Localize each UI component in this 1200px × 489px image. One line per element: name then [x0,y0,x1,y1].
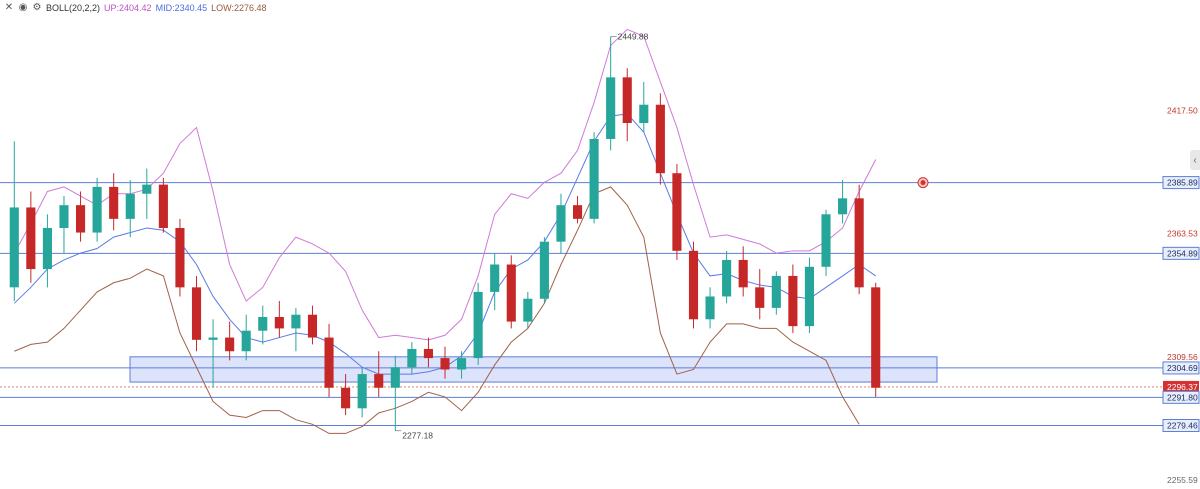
candle-body [572,205,583,219]
candle-body [771,275,781,308]
candle-body [125,193,135,219]
candle-body [324,337,334,388]
price-tag-box [1162,246,1200,260]
candle-body [92,186,102,233]
boll-mid-value: MID:2340.45 [155,3,208,13]
candle-body [440,358,450,370]
candle-body [374,374,384,388]
current-price-label: 2296.37 [1167,382,1198,392]
candle-body [688,250,699,320]
candle-body [158,184,168,228]
price-axis-label: 2309.56 [1167,352,1198,362]
chevron-left-icon[interactable]: ‹ [1190,150,1200,170]
candle-body [307,314,318,338]
candle-body [9,207,19,288]
price-tag-label: 2304.69 [1167,363,1198,373]
close-icon[interactable]: ✕ [4,2,14,13]
candle-body [871,287,881,388]
price-tag-label: 2291.80 [1167,392,1198,402]
price-tag-box [1162,176,1200,190]
price-axis-label: 2363.53 [1167,229,1198,239]
candle-body [390,367,400,388]
candle-body [655,104,665,174]
candle-body [291,314,301,329]
price-axis-label: 2417.50 [1167,105,1198,115]
candle-body [274,317,284,329]
candle-body [407,348,417,368]
candle-body [788,275,798,327]
candle-body [606,77,616,139]
candle-body [191,287,202,340]
candle-body [672,173,682,251]
candle-body [539,241,549,299]
current-price-box [1163,380,1199,393]
candle-body [208,337,218,340]
candle-body [556,205,566,242]
support-zone [129,356,938,383]
price-tag-label: 2279.46 [1167,421,1198,431]
gear-icon[interactable]: ⚙ [32,2,42,13]
candle-body [42,227,52,270]
indicator-name: BOLL(20,2,2) [46,3,101,13]
candle-body [59,205,69,228]
candle-body [705,296,715,320]
high-price-label: 2449.88 [618,32,649,42]
candle-body [26,207,36,270]
boll-low-value: LOW:2276.48 [211,3,267,13]
candle-body [241,330,251,352]
candle-body [838,198,848,215]
candle-body [738,259,748,288]
eye-icon[interactable]: ◉ [18,2,28,13]
candle-body [258,317,268,331]
candle-body [523,298,533,322]
candle-body [755,287,765,308]
low-price-label: 2277.18 [402,431,433,441]
candle-body [506,264,516,322]
candle-body [804,266,815,327]
price-tag-label: 2385.89 [1167,178,1198,188]
indicator-legend: ✕ ◉ ⚙ BOLL(20,2,2) UP:2404.42 MID:2340.4… [4,1,267,15]
price-tag-box [1162,361,1200,375]
price-tag-label: 2354.89 [1167,248,1198,258]
candle-body [225,337,235,352]
bollinger-up-line [13,28,877,341]
candle-body [142,184,152,194]
candle-body [622,77,632,123]
candle-body [175,227,185,288]
candle-body [722,259,732,297]
candle-body [854,198,864,288]
candle-body [639,104,649,123]
candle-body [821,214,831,267]
alert-marker-dot [920,180,926,186]
candle-body [457,358,467,370]
candle-body [490,264,500,292]
bollinger-low-line [14,186,860,434]
candle-body [341,387,351,409]
candle-body [357,374,367,409]
candle-body [589,138,599,219]
candle-body [109,186,119,219]
boll-up-value: UP:2404.42 [104,3,152,13]
price-tag-box [1162,390,1200,404]
candle-body [473,291,483,359]
price-tag-box [1162,419,1200,433]
price-axis-label: 2255.59 [1167,475,1198,485]
candle-body [75,205,86,233]
candle-body [423,348,433,359]
